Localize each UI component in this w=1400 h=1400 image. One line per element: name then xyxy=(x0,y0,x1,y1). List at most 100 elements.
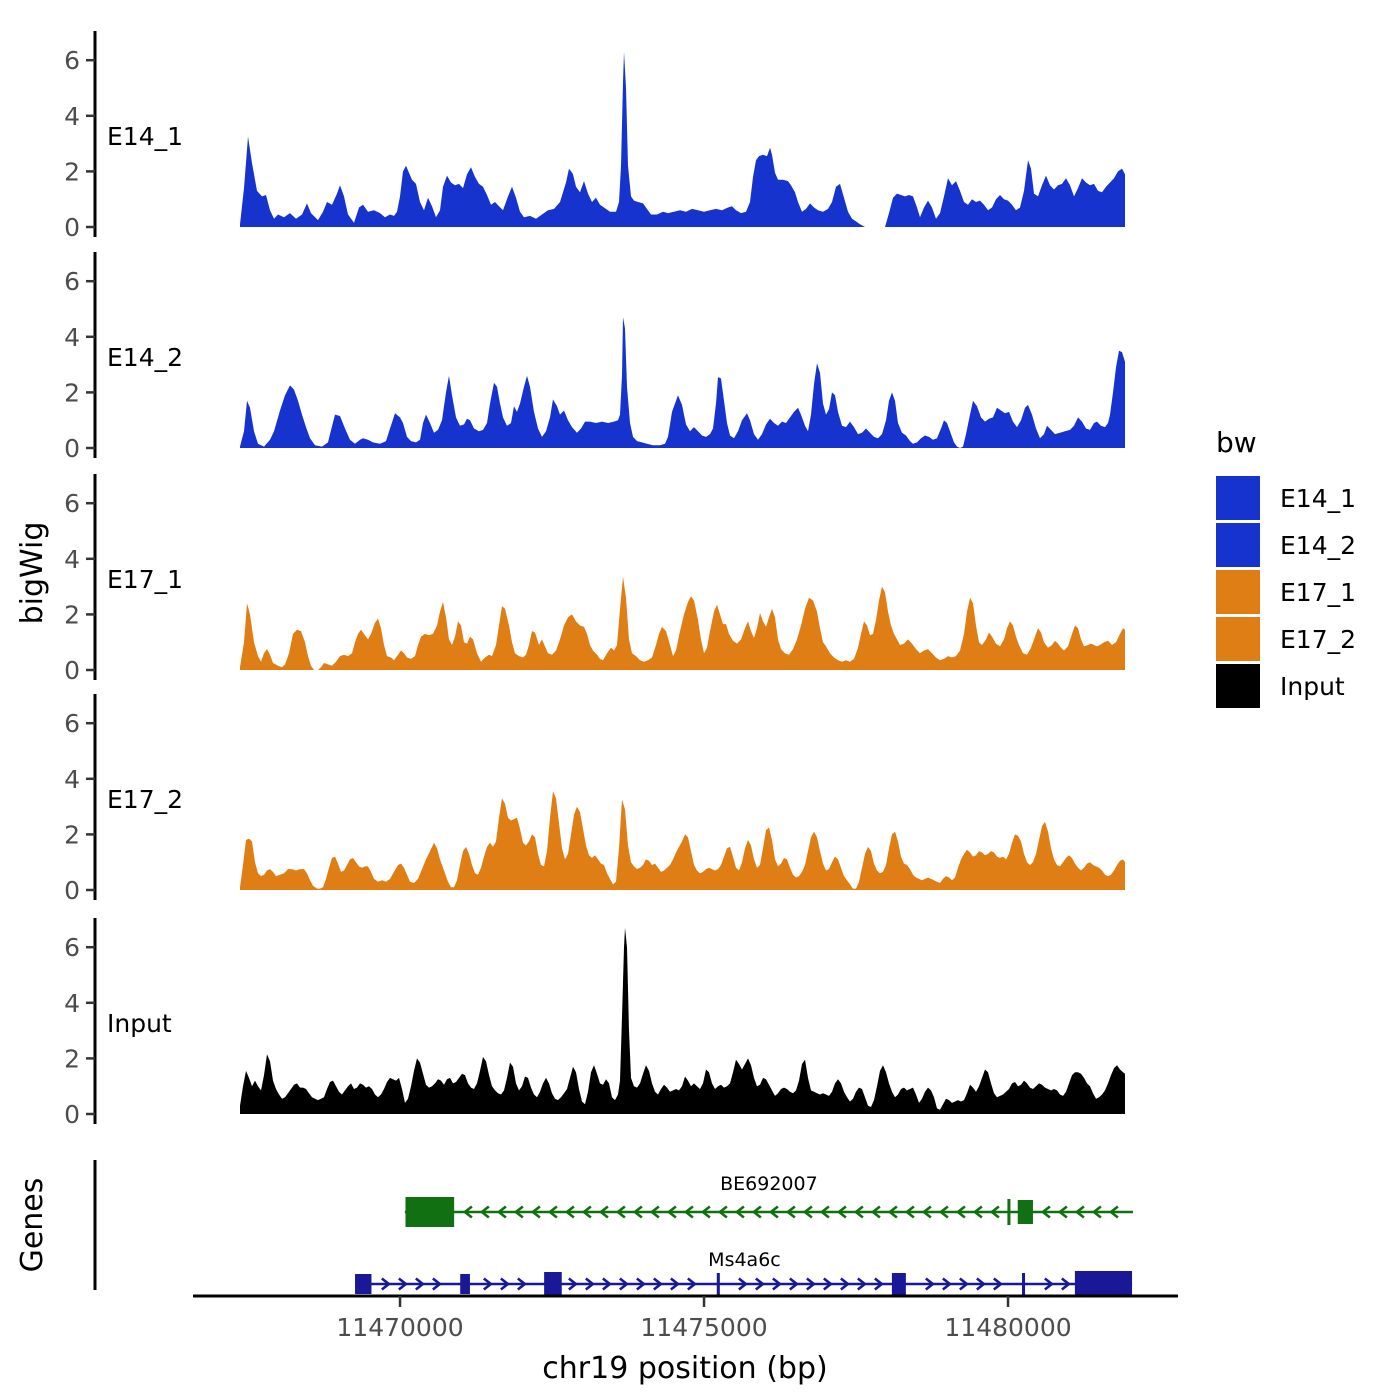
strand-arrow-icon xyxy=(853,1205,864,1219)
gene-label-Ms4a6c: Ms4a6c xyxy=(708,1249,781,1271)
strand-arrow-icon xyxy=(972,1205,983,1219)
y-tick-label: 0 xyxy=(64,876,80,905)
strand-arrow-icon xyxy=(1091,1205,1102,1219)
gene-exon-Ms4a6c xyxy=(1074,1271,1133,1297)
strand-arrow-icon xyxy=(785,1205,796,1219)
track-label-E17_2: E17_2 xyxy=(107,785,183,814)
strand-arrow-icon xyxy=(632,1205,643,1219)
strand-arrow-icon xyxy=(976,1277,986,1291)
strand-arrow-icon xyxy=(700,1205,711,1219)
strand-arrow-icon xyxy=(768,1205,779,1219)
strand-arrow-icon xyxy=(517,1277,527,1291)
strand-arrow-icon xyxy=(751,1205,762,1219)
strand-arrow-icon xyxy=(666,1205,677,1219)
legend-swatch-icon xyxy=(1216,570,1260,614)
gene-exon-BE692007 xyxy=(1017,1200,1033,1224)
strand-arrow-icon xyxy=(772,1277,782,1291)
legend-label: E17_2 xyxy=(1280,624,1357,654)
y-tick-label: 0 xyxy=(64,1100,80,1129)
strand-arrow-icon xyxy=(789,1277,799,1291)
strand-arrow-icon xyxy=(755,1277,765,1291)
legend-label: E14_1 xyxy=(1280,483,1357,513)
strand-arrow-icon xyxy=(734,1205,745,1219)
strand-arrow-icon xyxy=(483,1277,493,1291)
y-tick-label: 2 xyxy=(64,378,80,407)
track-area-E17_1 xyxy=(240,576,1125,670)
strand-arrow-icon xyxy=(1061,1277,1071,1291)
strand-arrow-icon xyxy=(836,1205,847,1219)
gene-exon-BE692007 xyxy=(1007,1199,1011,1225)
y-tick-label: 6 xyxy=(64,933,80,962)
gene-exon-Ms4a6c xyxy=(355,1274,372,1294)
y-tick-label: 4 xyxy=(64,765,80,794)
y-tick-label: 6 xyxy=(64,489,80,518)
track-label-E14_2: E14_2 xyxy=(107,343,183,372)
y-tick-label: 2 xyxy=(64,820,80,849)
y-tick-label: 2 xyxy=(64,1044,80,1073)
strand-arrow-icon xyxy=(683,1205,694,1219)
strand-arrow-icon xyxy=(568,1277,578,1291)
strand-arrow-icon xyxy=(398,1277,408,1291)
legend-swatch-icon xyxy=(1216,617,1260,661)
strand-arrow-icon xyxy=(670,1277,680,1291)
legend-label: E17_1 xyxy=(1280,577,1357,607)
gene-exon-Ms4a6c xyxy=(716,1273,720,1295)
legend-swatch-icon xyxy=(1216,523,1260,567)
strand-arrow-icon xyxy=(615,1205,626,1219)
track-area-E14_1 xyxy=(240,51,1125,228)
legend-entry-E14_2: E14_2 xyxy=(1216,523,1356,567)
strand-arrow-icon xyxy=(989,1205,1000,1219)
strand-arrow-icon xyxy=(1074,1205,1085,1219)
y-tick-label: 0 xyxy=(64,434,80,463)
strand-arrow-icon xyxy=(993,1277,1003,1291)
strand-arrow-icon xyxy=(496,1205,507,1219)
y-tick-label: 6 xyxy=(64,267,80,296)
gene-exon-Ms4a6c xyxy=(891,1273,906,1295)
strand-arrow-icon xyxy=(619,1277,629,1291)
strand-arrow-icon xyxy=(955,1205,966,1219)
strand-arrow-icon xyxy=(649,1205,660,1219)
strand-arrow-icon xyxy=(585,1277,595,1291)
y-axis-title: bigWig xyxy=(15,522,50,625)
legend-label: E14_2 xyxy=(1280,530,1357,560)
strand-arrow-icon xyxy=(1057,1205,1068,1219)
strand-arrow-icon xyxy=(432,1277,442,1291)
strand-arrow-icon xyxy=(636,1277,646,1291)
strand-arrow-icon xyxy=(857,1277,867,1291)
strand-arrow-icon xyxy=(938,1205,949,1219)
y-tick-label: 0 xyxy=(64,213,80,242)
strand-arrow-icon xyxy=(802,1205,813,1219)
genes-axis-title: Genes xyxy=(15,1178,50,1273)
strand-arrow-icon xyxy=(687,1277,697,1291)
legend-swatch-icon xyxy=(1216,476,1260,520)
y-tick-label: 0 xyxy=(64,656,80,685)
legend-swatch-icon xyxy=(1216,664,1260,708)
strand-arrow-icon xyxy=(904,1205,915,1219)
strand-arrow-icon xyxy=(581,1205,592,1219)
strand-arrow-icon xyxy=(479,1205,490,1219)
strand-arrow-icon xyxy=(925,1277,935,1291)
x-tick-label: 11470000 xyxy=(336,1313,463,1342)
legend-entry-E17_1: E17_1 xyxy=(1216,570,1356,614)
strand-arrow-icon xyxy=(874,1277,884,1291)
strand-arrow-icon xyxy=(870,1205,881,1219)
track-label-Input: Input xyxy=(107,1009,172,1038)
strand-arrow-icon xyxy=(887,1205,898,1219)
track-area-E17_2 xyxy=(240,791,1125,890)
strand-arrow-icon xyxy=(717,1205,728,1219)
track-label-E17_1: E17_1 xyxy=(107,565,183,594)
strand-arrow-icon xyxy=(823,1277,833,1291)
strand-arrow-icon xyxy=(500,1277,510,1291)
strand-arrow-icon xyxy=(819,1205,830,1219)
strand-arrow-icon xyxy=(602,1277,612,1291)
y-tick-label: 4 xyxy=(64,545,80,574)
gene-exon-Ms4a6c xyxy=(460,1274,470,1294)
y-tick-label: 2 xyxy=(64,157,80,186)
strand-arrow-icon xyxy=(462,1205,473,1219)
y-tick-label: 4 xyxy=(64,989,80,1018)
legend-entry-E14_1: E14_1 xyxy=(1216,476,1356,520)
strand-arrow-icon xyxy=(1108,1205,1119,1219)
strand-arrow-icon xyxy=(415,1277,425,1291)
y-tick-label: 4 xyxy=(64,323,80,352)
